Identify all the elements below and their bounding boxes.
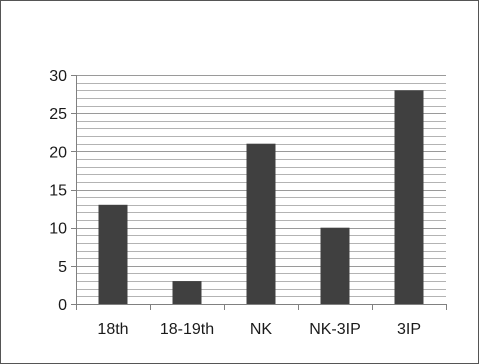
x-tick-label: NK	[250, 321, 273, 338]
y-tick-label: 5	[58, 259, 67, 276]
x-tick-label: 18th	[97, 321, 128, 338]
bar-nk	[246, 143, 276, 304]
y-tick-label: 15	[49, 183, 67, 200]
bars	[98, 90, 424, 304]
x-tick-label: 3IP	[397, 321, 421, 338]
bar-3ip	[394, 90, 424, 304]
y-tick-label: 25	[49, 106, 67, 123]
x-tick-label: NK-3IP	[309, 321, 361, 338]
bar-18th	[98, 204, 128, 304]
bar-18-19th	[172, 281, 202, 304]
y-tick-label: 20	[49, 144, 67, 161]
y-tick-label: 0	[58, 297, 67, 314]
y-tick-label: 30	[49, 68, 67, 85]
tick-labels: 0 5 10 15 20 25 30 18th 18-19th NK NK-3IP 3IP	[49, 68, 421, 338]
y-tick-label: 10	[49, 221, 67, 238]
bar-nk-3ip	[320, 227, 350, 304]
x-tick-label: 18-19th	[160, 321, 214, 338]
axes	[71, 75, 447, 310]
